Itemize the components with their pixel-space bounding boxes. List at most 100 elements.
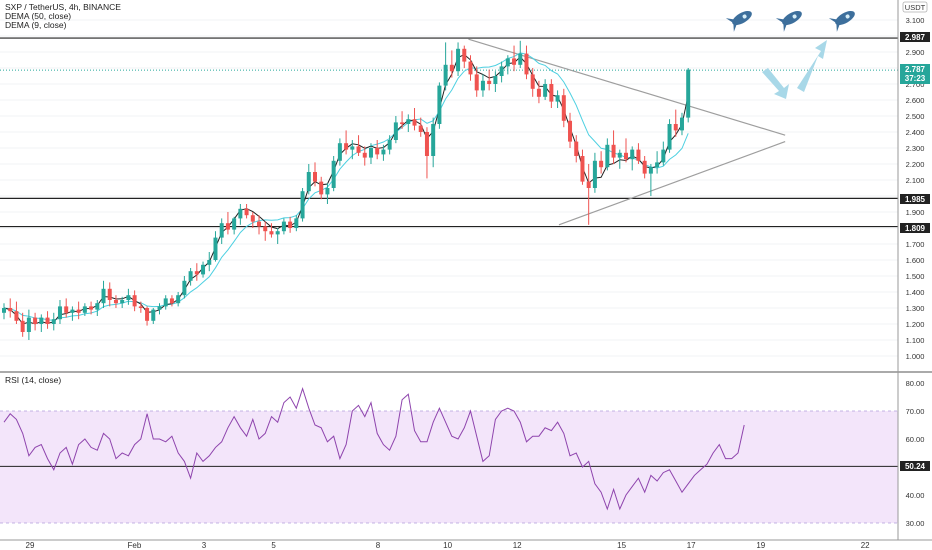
candle[interactable] <box>57 300 62 324</box>
candle[interactable] <box>543 79 548 100</box>
candle[interactable] <box>375 140 380 160</box>
candle[interactable] <box>443 42 448 91</box>
candle[interactable] <box>592 152 597 193</box>
candle[interactable] <box>648 164 653 196</box>
candle[interactable] <box>51 312 56 331</box>
candle[interactable] <box>480 74 485 97</box>
candle[interactable] <box>536 80 541 104</box>
candle[interactable] <box>151 308 156 324</box>
candle[interactable] <box>437 82 442 129</box>
candle[interactable] <box>362 146 367 166</box>
candle[interactable] <box>356 135 361 156</box>
time-axis[interactable]: 29 Feb 3 5 8 10 12 15 17 19 22 <box>26 541 871 550</box>
candle[interactable] <box>630 146 635 171</box>
candle[interactable] <box>636 143 641 164</box>
candle[interactable] <box>244 204 249 219</box>
candle[interactable] <box>568 112 573 148</box>
candle[interactable] <box>493 71 498 92</box>
candle[interactable] <box>381 144 386 161</box>
candle[interactable] <box>145 306 150 326</box>
candle[interactable] <box>518 40 523 68</box>
candle[interactable] <box>549 79 554 108</box>
candle[interactable] <box>642 156 647 179</box>
candle[interactable] <box>26 309 31 340</box>
candle[interactable] <box>505 55 510 75</box>
candle[interactable] <box>288 216 293 233</box>
candle[interactable] <box>524 45 529 80</box>
candle[interactable] <box>132 290 137 312</box>
candle[interactable] <box>561 88 566 128</box>
candle[interactable] <box>138 301 143 313</box>
candle[interactable] <box>76 301 81 320</box>
candle[interactable] <box>337 138 342 166</box>
candle[interactable] <box>344 130 349 155</box>
candle[interactable] <box>456 42 461 76</box>
candle[interactable] <box>263 221 268 241</box>
candle[interactable] <box>586 164 591 225</box>
candle[interactable] <box>275 228 280 244</box>
candle[interactable] <box>163 295 168 310</box>
candle[interactable] <box>64 298 69 318</box>
candle[interactable] <box>2 303 6 320</box>
candle[interactable] <box>679 112 684 136</box>
candle[interactable] <box>487 69 492 91</box>
candle[interactable] <box>238 204 243 225</box>
candle[interactable] <box>406 114 411 132</box>
candle[interactable] <box>250 212 255 228</box>
candle[interactable] <box>107 282 112 307</box>
candle[interactable] <box>257 215 262 235</box>
candle[interactable] <box>387 135 392 155</box>
candle[interactable] <box>176 292 181 307</box>
candle[interactable] <box>617 149 622 169</box>
candle[interactable] <box>201 261 206 278</box>
legend-dema9[interactable]: DEMA (9, close) <box>5 20 67 30</box>
candle[interactable] <box>418 117 423 137</box>
legend-main[interactable]: SXP / TetherUS, 4h, BINANCE <box>5 2 121 12</box>
candle[interactable] <box>194 263 199 281</box>
candle[interactable] <box>530 68 535 97</box>
candle[interactable] <box>474 66 479 97</box>
candle[interactable] <box>424 127 429 179</box>
candle[interactable] <box>232 216 237 235</box>
candle[interactable] <box>82 303 87 316</box>
candle[interactable] <box>661 141 666 166</box>
candle[interactable] <box>70 306 75 321</box>
triangle-lower-line[interactable] <box>558 141 786 226</box>
candle[interactable] <box>667 119 672 153</box>
candles[interactable] <box>2 40 691 340</box>
candle[interactable] <box>89 301 94 315</box>
candle[interactable] <box>300 188 305 222</box>
candle[interactable] <box>45 311 50 329</box>
candle[interactable] <box>120 296 125 308</box>
candle[interactable] <box>368 143 373 164</box>
candle[interactable] <box>157 303 162 315</box>
candle[interactable] <box>499 61 504 83</box>
candle[interactable] <box>624 138 628 163</box>
candle[interactable] <box>611 130 616 164</box>
candle[interactable] <box>393 116 398 144</box>
candle[interactable] <box>512 45 517 72</box>
candle[interactable] <box>101 280 106 308</box>
candle[interactable] <box>188 268 193 286</box>
candle[interactable] <box>468 55 473 81</box>
candle[interactable] <box>449 50 454 78</box>
candle[interactable] <box>306 164 311 195</box>
candle[interactable] <box>294 215 299 232</box>
candle[interactable] <box>20 312 25 337</box>
candle[interactable] <box>555 90 560 108</box>
candle[interactable] <box>269 223 274 238</box>
candle[interactable] <box>126 288 131 305</box>
candle[interactable] <box>580 149 585 185</box>
candle[interactable] <box>400 111 405 129</box>
candle[interactable] <box>95 300 100 316</box>
candle[interactable] <box>313 162 317 187</box>
candle[interactable] <box>599 151 604 174</box>
candle[interactable] <box>673 109 678 137</box>
candle[interactable] <box>225 212 230 235</box>
candle[interactable] <box>350 140 355 160</box>
candle[interactable] <box>182 276 187 299</box>
candle[interactable] <box>655 151 660 174</box>
candle[interactable] <box>462 45 467 68</box>
candle[interactable] <box>331 156 336 192</box>
